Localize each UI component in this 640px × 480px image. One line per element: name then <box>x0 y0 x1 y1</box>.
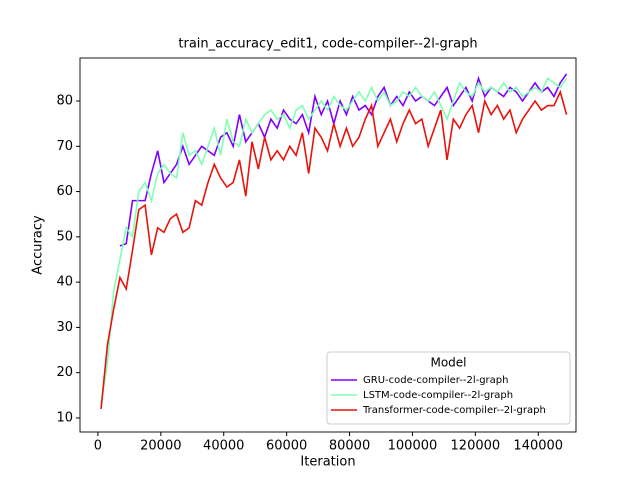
x-tick-label: 40000 <box>203 439 244 454</box>
x-tick-label: 20000 <box>140 439 181 454</box>
y-tick-label: 60 <box>56 184 73 199</box>
y-tick-label: 50 <box>56 229 73 244</box>
y-tick-label: 30 <box>56 320 73 335</box>
chart-title: train_accuracy_edit1, code-compiler--2l-… <box>178 37 477 52</box>
plot-frame <box>79 57 577 433</box>
legend-label: LSTM-code-compiler--2l-graph <box>363 390 513 401</box>
series-line <box>100 77 568 405</box>
y-tick-label: 40 <box>56 275 73 290</box>
x-tick-label: 100000 <box>388 439 438 454</box>
series-line <box>119 73 568 247</box>
legend-title: Model <box>430 356 466 370</box>
legend-label: Transformer-code-compiler--2l-graph <box>362 405 546 416</box>
x-tick-label: 120000 <box>451 439 501 454</box>
x-tick-label: 140000 <box>513 439 563 454</box>
y-axis-label: Accuracy <box>31 215 46 275</box>
y-tick-label: 20 <box>56 365 73 380</box>
x-tick-label: 80000 <box>329 439 370 454</box>
legend-label: GRU-code-compiler--2l-graph <box>363 375 508 386</box>
x-tick-label: 60000 <box>266 439 307 454</box>
legend-box <box>326 351 571 425</box>
y-tick-label: 10 <box>56 410 73 425</box>
series-line <box>100 89 568 409</box>
y-tick-label: 70 <box>56 139 73 154</box>
y-tick-label: 80 <box>56 94 73 109</box>
x-tick-label: 0 <box>94 439 102 454</box>
x-axis-label: Iteration <box>300 455 355 470</box>
